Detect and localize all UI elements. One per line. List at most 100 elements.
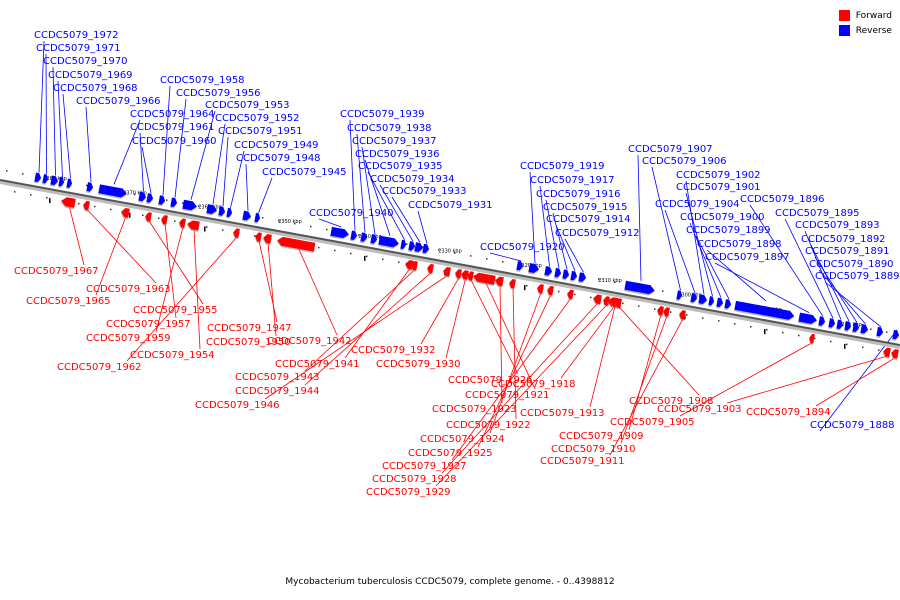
gene-ccdc5079-1953 [182,199,197,212]
leader-line [484,280,536,390]
gene-label: CCDC5079_1908 [629,396,714,407]
gene-ccdc5079-1969 [58,176,65,188]
gene-label: CCDC5079_1911 [540,456,625,467]
leader-line [651,166,681,291]
gene-ccdc5079-1907 [624,280,655,296]
gene-arrow [158,195,166,205]
gene-ccdc5079-1955 [144,212,152,224]
gene-label: CCDC5079_1929 [366,487,451,498]
gene-label: CCDC5079_1915 [543,202,628,213]
gene-arrow [206,204,218,214]
gene-ccdc5079-1942 [276,236,316,254]
forward-swatch [838,10,850,21]
gene-label: CCDC5079_1892 [801,234,886,245]
gene-label: CCDC5079_1931 [408,200,493,211]
gene-arrow [860,324,869,334]
gene-label: CCDC5079_1902 [676,170,761,181]
gene-label: CCDC5079_1923 [432,404,517,415]
gene-arrow [562,269,570,279]
gene-ccdc5079-1915 [562,269,570,281]
gene-label: CCDC5079_1947 [207,323,292,334]
leader-line [148,220,204,305]
gene-arrow [495,276,504,287]
gene-ccdc5079-1892 [844,321,852,332]
minor-tick [262,217,264,219]
gene-arrow [58,176,65,187]
gene-ccdc5079-1939 [350,230,358,242]
leader-lines-layer [38,40,898,487]
gene-label: CCDC5079_1954 [130,350,215,361]
leader-line [230,150,245,208]
gene-label: CCDC5079_1938 [347,123,432,134]
gene-label: CCDC5079_1942 [267,336,352,347]
gene-arrow [461,270,469,280]
scale-label: 2330 kbp [438,248,462,254]
gene-ccdc5079-1964 [98,184,127,199]
leader-line [212,123,226,205]
leader-line [57,80,63,178]
leader-line [824,281,882,328]
minor-tick [766,328,768,331]
gene-ccdc5079-1950 [262,234,272,246]
minor-tick [318,246,320,249]
leader-line [695,235,730,300]
gene-label: CCDC5079_1965 [26,296,111,307]
gene-ccdc5079-1963 [82,200,90,212]
leader-line [489,292,542,434]
gene-ccdc5079-1946 [442,266,451,278]
gene-ccdc5079-1905 [808,333,815,345]
minor-tick [134,193,136,196]
gene-arrow [34,172,42,183]
scale-label: 2340 kbp [358,234,382,240]
gene-label: CCDC5079_1968 [53,83,138,94]
gene-arrow [50,175,59,186]
minor-tick [94,205,96,208]
gene-ccdc5079-1899 [724,299,732,310]
leader-line [126,236,238,362]
minor-tick [862,346,864,349]
gene-label: CCDC5079_1937 [352,136,437,147]
gene-label: CCDC5079_1961 [130,122,215,133]
gene-label: CCDC5079_1895 [775,208,860,219]
gene-ccdc5079-1904 [690,292,698,304]
minor-tick [278,219,280,222]
leader-line [552,212,568,270]
minor-tick [366,255,368,258]
leader-line [139,132,144,192]
gene-ccdc5079-1961 [138,191,147,203]
minor-tick [334,249,336,252]
minor-tick [86,184,88,187]
gene-arrow [537,284,544,294]
leader-line [258,240,278,323]
gene-ccdc5079-1893 [836,319,844,331]
gene-ccdc5079-1934 [408,241,416,253]
gene-arrow [350,230,358,240]
gene-label: CCDC5079_1901 [676,182,761,193]
gene-label: CCDC5079_1934 [370,174,455,185]
minor-tick [526,284,528,287]
gene-label: CCDC5079_1925 [408,448,493,459]
gene-arrow [716,297,724,308]
leader-line [155,226,184,333]
gene-arrow [676,290,683,300]
gene-arrow [370,234,378,244]
minor-tick [198,205,200,207]
gene-arrow [455,269,462,279]
minor-tick [878,349,880,351]
gene-label: CCDC5079_1926 [448,375,533,386]
gene-label: CCDC5079_1936 [355,149,440,160]
gene-ccdc5079-1896 [818,316,826,328]
minor-tick [182,202,184,204]
gene-arrow [809,333,815,344]
gene-arrow [708,296,715,306]
gene-ccdc5079-1937 [370,234,378,246]
minor-tick [454,252,456,254]
gene-label: CCDC5079_1939 [340,109,425,120]
gene-ccdc5079-1921 [472,272,496,287]
minor-tick [886,331,888,333]
gene-label: CCDC5079_1952 [215,113,300,124]
gene-ccdc5079-1944 [426,263,434,275]
leader-line [539,185,550,267]
gene-ccdc5079-1919 [528,263,540,275]
gene-ccdc5079-1914 [570,270,578,282]
